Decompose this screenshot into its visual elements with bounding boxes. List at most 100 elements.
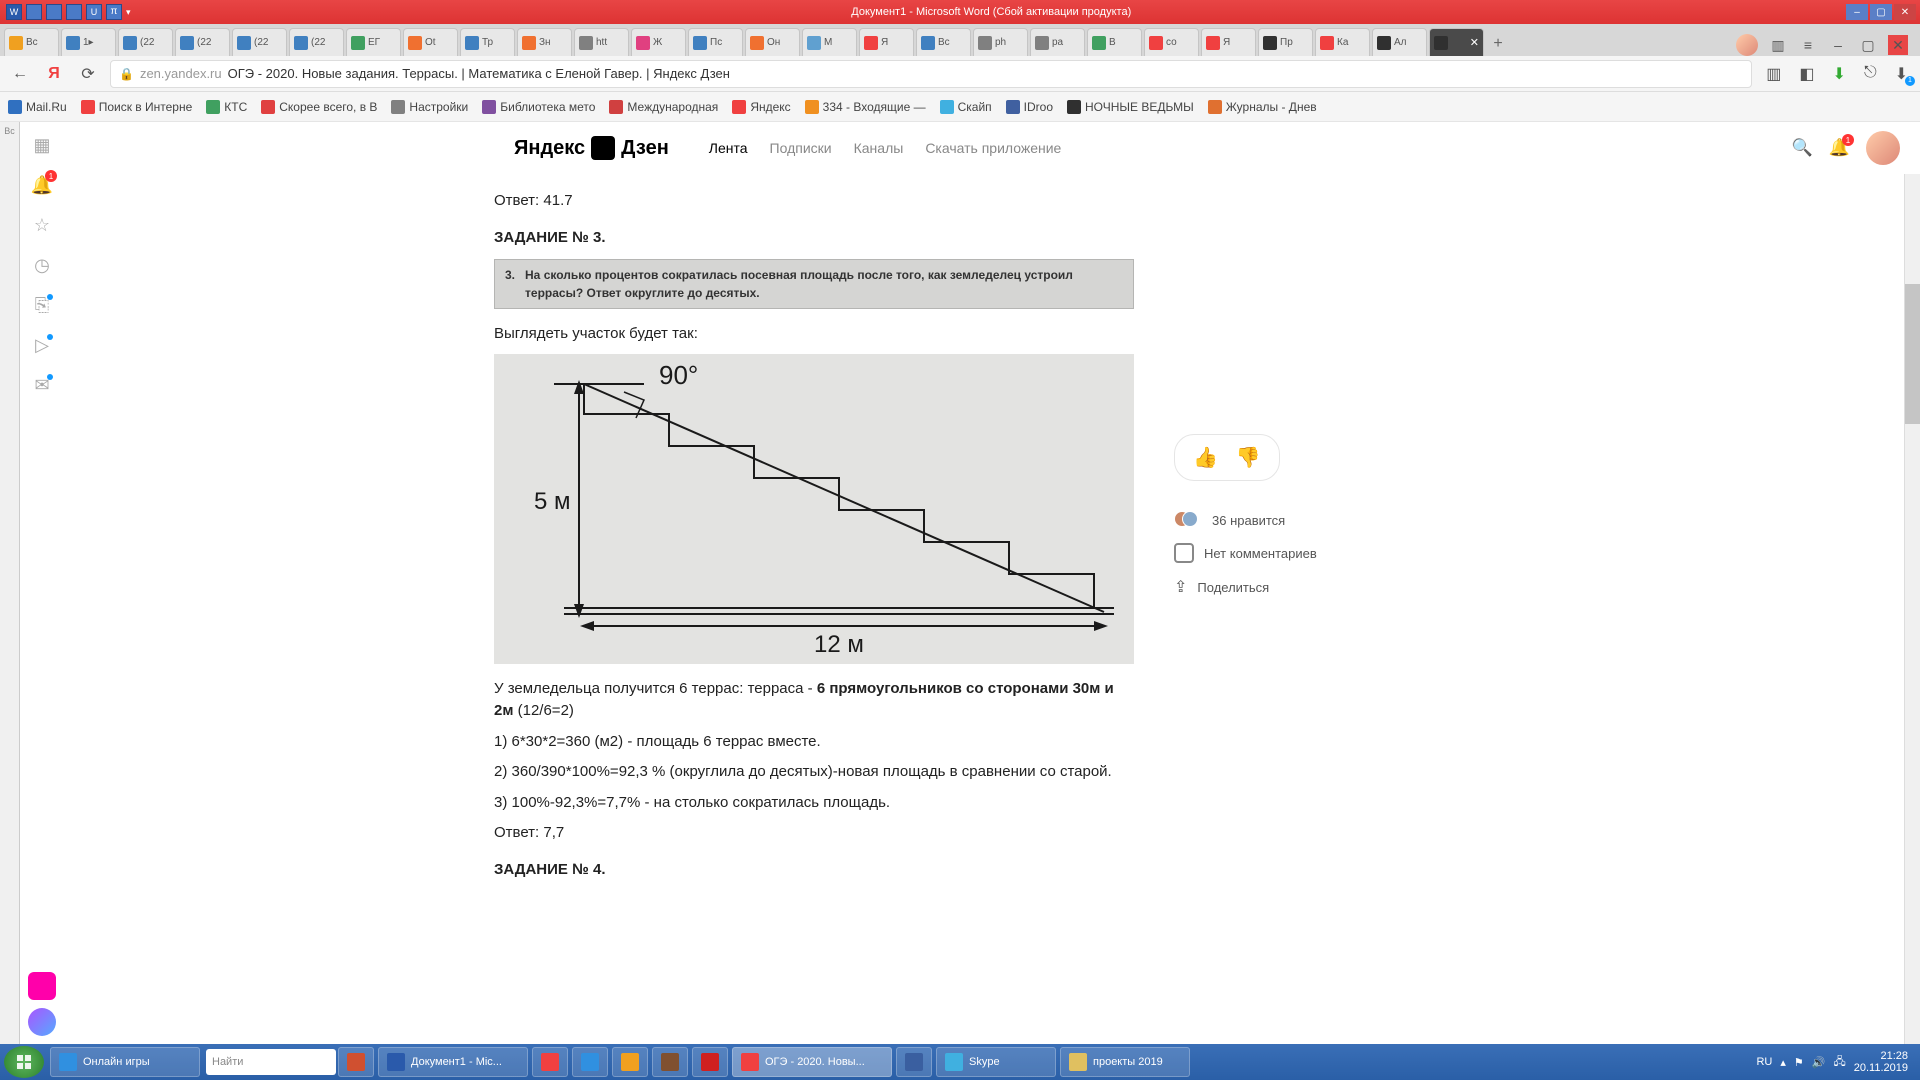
browser-maximize-button[interactable]: ▢: [1858, 35, 1878, 55]
browser-tab[interactable]: ph: [973, 28, 1028, 56]
new-tab-button[interactable]: +: [1486, 32, 1510, 56]
dislike-button[interactable]: 👎: [1236, 445, 1261, 470]
tray-net-icon[interactable]: 🖧: [1833, 1053, 1845, 1072]
redo-icon[interactable]: [66, 4, 82, 20]
browser-tab[interactable]: Я: [859, 28, 914, 56]
tray-clock[interactable]: 21:28 20.11.2019: [1854, 1050, 1908, 1074]
bookmark-item[interactable]: 334 - Входящие —: [805, 100, 926, 114]
bookmark-item[interactable]: Поиск в Интерне: [81, 100, 193, 114]
save-icon[interactable]: [26, 4, 42, 20]
browser-tab[interactable]: (22: [289, 28, 344, 56]
page-scrollbar[interactable]: [1904, 174, 1920, 1044]
bookmark-item[interactable]: Яндекс: [732, 100, 790, 114]
tabstrip-btn1-icon[interactable]: ▥: [1768, 35, 1788, 55]
addr-ext3-icon[interactable]: ⎋: [1860, 64, 1881, 84]
tray-lang[interactable]: RU: [1756, 1056, 1772, 1068]
zen-nav-subs[interactable]: Подписки: [770, 140, 832, 156]
bookmark-item[interactable]: Mail.Ru: [8, 100, 67, 114]
bookmark-item[interactable]: Скорее всего, в В: [261, 100, 377, 114]
taskbar-item[interactable]: Skype: [936, 1047, 1056, 1077]
word-maximize-button[interactable]: ▢: [1870, 4, 1892, 20]
taskbar-item[interactable]: [692, 1047, 728, 1077]
bookmark-item[interactable]: Журналы - Днев: [1208, 100, 1317, 114]
like-button[interactable]: 👍: [1193, 445, 1218, 470]
qat-pi-icon[interactable]: π: [106, 4, 122, 20]
profile-avatar-icon[interactable]: [1736, 34, 1758, 56]
bookmark-item[interactable]: НОЧНЫЕ ВЕДЬМЫ: [1067, 100, 1194, 114]
zen-grid-icon[interactable]: ▦: [31, 134, 53, 156]
yandex-button[interactable]: Я: [42, 62, 66, 86]
taskbar-item[interactable]: ОГЭ - 2020. Новы...: [732, 1047, 892, 1077]
zen-clock-icon[interactable]: ◷: [31, 254, 53, 276]
taskbar-item[interactable]: [612, 1047, 648, 1077]
zen-nav-download[interactable]: Скачать приложение: [925, 140, 1061, 156]
browser-tab[interactable]: (22: [232, 28, 287, 56]
browser-tab[interactable]: со: [1144, 28, 1199, 56]
zen-star-icon[interactable]: ☆: [31, 214, 53, 236]
taskbar-item[interactable]: Документ1 - Mic...: [378, 1047, 528, 1077]
zen-nav-feed[interactable]: Лента: [709, 140, 748, 156]
start-button[interactable]: [4, 1046, 44, 1078]
browser-tab[interactable]: М: [802, 28, 857, 56]
browser-tab[interactable]: Я: [1201, 28, 1256, 56]
browser-tab[interactable]: (22: [118, 28, 173, 56]
addr-ext2-icon[interactable]: ◧: [1795, 64, 1818, 84]
qat-more-icon[interactable]: ▾: [126, 7, 131, 18]
zen-chat-icon[interactable]: ✉: [31, 374, 53, 396]
comments-row[interactable]: Нет комментариев: [1174, 543, 1384, 563]
browser-tab[interactable]: Он: [745, 28, 800, 56]
browser-tab[interactable]: Тр: [460, 28, 515, 56]
browser-tab[interactable]: Пс: [688, 28, 743, 56]
browser-tab[interactable]: Ка: [1315, 28, 1370, 56]
zen-notif-icon[interactable]: 🔔1: [1829, 138, 1850, 158]
zen-logo[interactable]: Яндекс Дзен: [514, 136, 669, 160]
browser-tab[interactable]: Вс: [4, 28, 59, 56]
scrollbar-thumb[interactable]: [1905, 284, 1920, 424]
tray-up-icon[interactable]: ▴: [1780, 1056, 1786, 1069]
word-close-button[interactable]: ✕: [1894, 4, 1916, 20]
tray-vol-icon[interactable]: 🔊: [1812, 1056, 1826, 1069]
url-field[interactable]: 🔒 zen.yandex.ru ОГЭ - 2020. Новые задани…: [110, 60, 1752, 88]
browser-close-button[interactable]: ✕: [1888, 35, 1908, 55]
zen-shop-icon[interactable]: [28, 972, 56, 1000]
qat-u-icon[interactable]: U: [86, 4, 102, 20]
task-ie[interactable]: Онлайн игры: [50, 1047, 200, 1077]
taskbar-search[interactable]: Найти: [206, 1049, 336, 1075]
browser-menu-icon[interactable]: ≡: [1798, 35, 1818, 55]
browser-tab[interactable]: (22: [175, 28, 230, 56]
taskbar-item[interactable]: [532, 1047, 568, 1077]
zen-nav-channels[interactable]: Каналы: [854, 140, 904, 156]
bookmark-item[interactable]: Международная: [609, 100, 718, 114]
browser-tab[interactable]: Пр: [1258, 28, 1313, 56]
zen-copy-icon[interactable]: ⎘: [31, 294, 53, 316]
browser-minimize-button[interactable]: –: [1828, 35, 1848, 55]
bookmark-item[interactable]: КТС: [206, 100, 247, 114]
browser-tab[interactable]: ЕГ: [346, 28, 401, 56]
zen-user-avatar[interactable]: [1866, 131, 1900, 165]
taskbar-item[interactable]: [572, 1047, 608, 1077]
reload-button[interactable]: ⟳: [76, 62, 100, 86]
browser-tab[interactable]: Ал: [1372, 28, 1427, 56]
word-minimize-button[interactable]: –: [1846, 4, 1868, 20]
back-button[interactable]: ←: [8, 62, 32, 86]
browser-tab[interactable]: htt: [574, 28, 629, 56]
taskbar-item[interactable]: проекты 2019: [1060, 1047, 1190, 1077]
zen-play-icon[interactable]: ▷: [31, 334, 53, 356]
bookmark-item[interactable]: IDroo: [1006, 100, 1053, 114]
browser-tab[interactable]: ✕: [1429, 28, 1484, 56]
browser-tab[interactable]: Ot: [403, 28, 458, 56]
addr-ext1-icon[interactable]: ▥: [1762, 64, 1785, 84]
downloads-icon[interactable]: ⬇: [1829, 64, 1850, 84]
bookmark-item[interactable]: Библиотека мето: [482, 100, 595, 114]
undo-icon[interactable]: [46, 4, 62, 20]
taskbar-item[interactable]: [338, 1047, 374, 1077]
tray-flag-icon[interactable]: ⚑: [1794, 1056, 1804, 1069]
zen-alice-icon[interactable]: [28, 1008, 56, 1036]
taskbar-item[interactable]: [652, 1047, 688, 1077]
bookmark-item[interactable]: Настройки: [391, 100, 468, 114]
browser-tab[interactable]: 1▸: [61, 28, 116, 56]
zen-bell-icon[interactable]: 🔔1: [31, 174, 53, 196]
taskbar-item[interactable]: [896, 1047, 932, 1077]
browser-tab[interactable]: Зн: [517, 28, 572, 56]
bookmark-item[interactable]: Скайп: [940, 100, 992, 114]
